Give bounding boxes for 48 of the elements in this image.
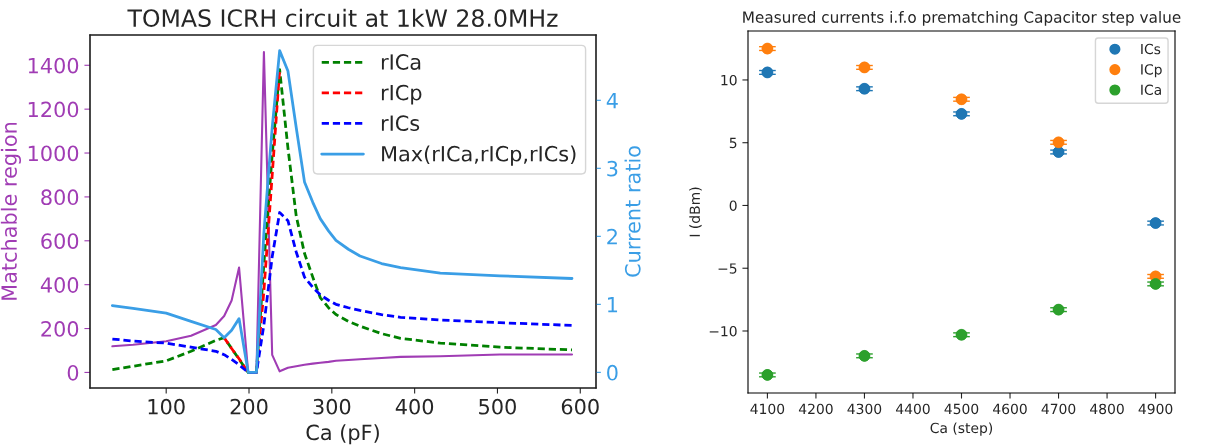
y2-tick-label: 3 (607, 160, 618, 177)
x-tick-label: 4700 (1041, 403, 1076, 415)
y-tick-label: 1000 (28, 145, 79, 162)
y-tick-label: 800 (41, 189, 79, 206)
y-tick-label: 0 (67, 364, 79, 381)
x-tick-label: 400 (395, 398, 434, 415)
legend-label: rICp (381, 84, 422, 105)
x-tick-label: 500 (479, 398, 516, 415)
x-tick-label: 4400 (895, 403, 930, 415)
x-tick-label: 4300 (847, 403, 882, 415)
y-tick-label: 0 (729, 200, 737, 211)
chart-title: Measured currents i.f.o prematching Capacitor step value (743, 11, 1181, 26)
y-tick-label: 400 (40, 277, 79, 293)
x-tick-label: 200 (230, 398, 268, 415)
y2-tick-label: 2 (607, 228, 617, 245)
y2-axis-title: Current ratio (624, 146, 641, 277)
y-tick-label: 5 (729, 137, 737, 149)
x-tick-label: 100 (148, 398, 185, 415)
y-tick-label: 1200 (28, 101, 79, 118)
x-tick-label: 4900 (1138, 403, 1173, 415)
y2-tick-label: 1 (608, 297, 618, 313)
y-tick-label: −5 (718, 263, 737, 274)
legend-label: ICa (1141, 84, 1161, 96)
x-tick-label: 4800 (1090, 403, 1124, 415)
y-axis-title: Matchable region (0, 122, 22, 300)
y-axis-title: I (dBm) (689, 187, 702, 237)
x-tick-label: 4100 (750, 403, 785, 415)
x-axis-title: Ca (pF) (306, 424, 379, 445)
chart-title: TOMAS ICRH circuit at 1kW 28.0MHz (127, 8, 558, 27)
line-series (110, 211, 574, 374)
x-tick-label: 300 (313, 398, 351, 415)
legend-label: Max(rICa,rICp,rICs) (382, 145, 576, 166)
y-tick-label: 10 (721, 74, 737, 86)
x-tick-label: 600 (561, 398, 599, 415)
legend-label: ICs (1141, 43, 1161, 55)
y-tick-label: 600 (41, 233, 79, 249)
y-tick-label: 200 (41, 321, 79, 337)
x-axis-title: Ca (step) (930, 422, 993, 436)
x-tick-label: 4200 (798, 403, 833, 415)
y2-tick-label: 4 (606, 93, 618, 109)
y-tick-label: −10 (709, 325, 737, 337)
y2-tick-label: 0 (607, 364, 618, 381)
legend-label: ICp (1141, 64, 1162, 78)
x-tick-label: 4500 (944, 403, 979, 415)
legend-label: rICs (381, 115, 420, 132)
legend-label: rICa (381, 54, 421, 70)
x-tick-label: 4600 (993, 403, 1027, 415)
y-tick-label: 1400 (28, 57, 79, 74)
